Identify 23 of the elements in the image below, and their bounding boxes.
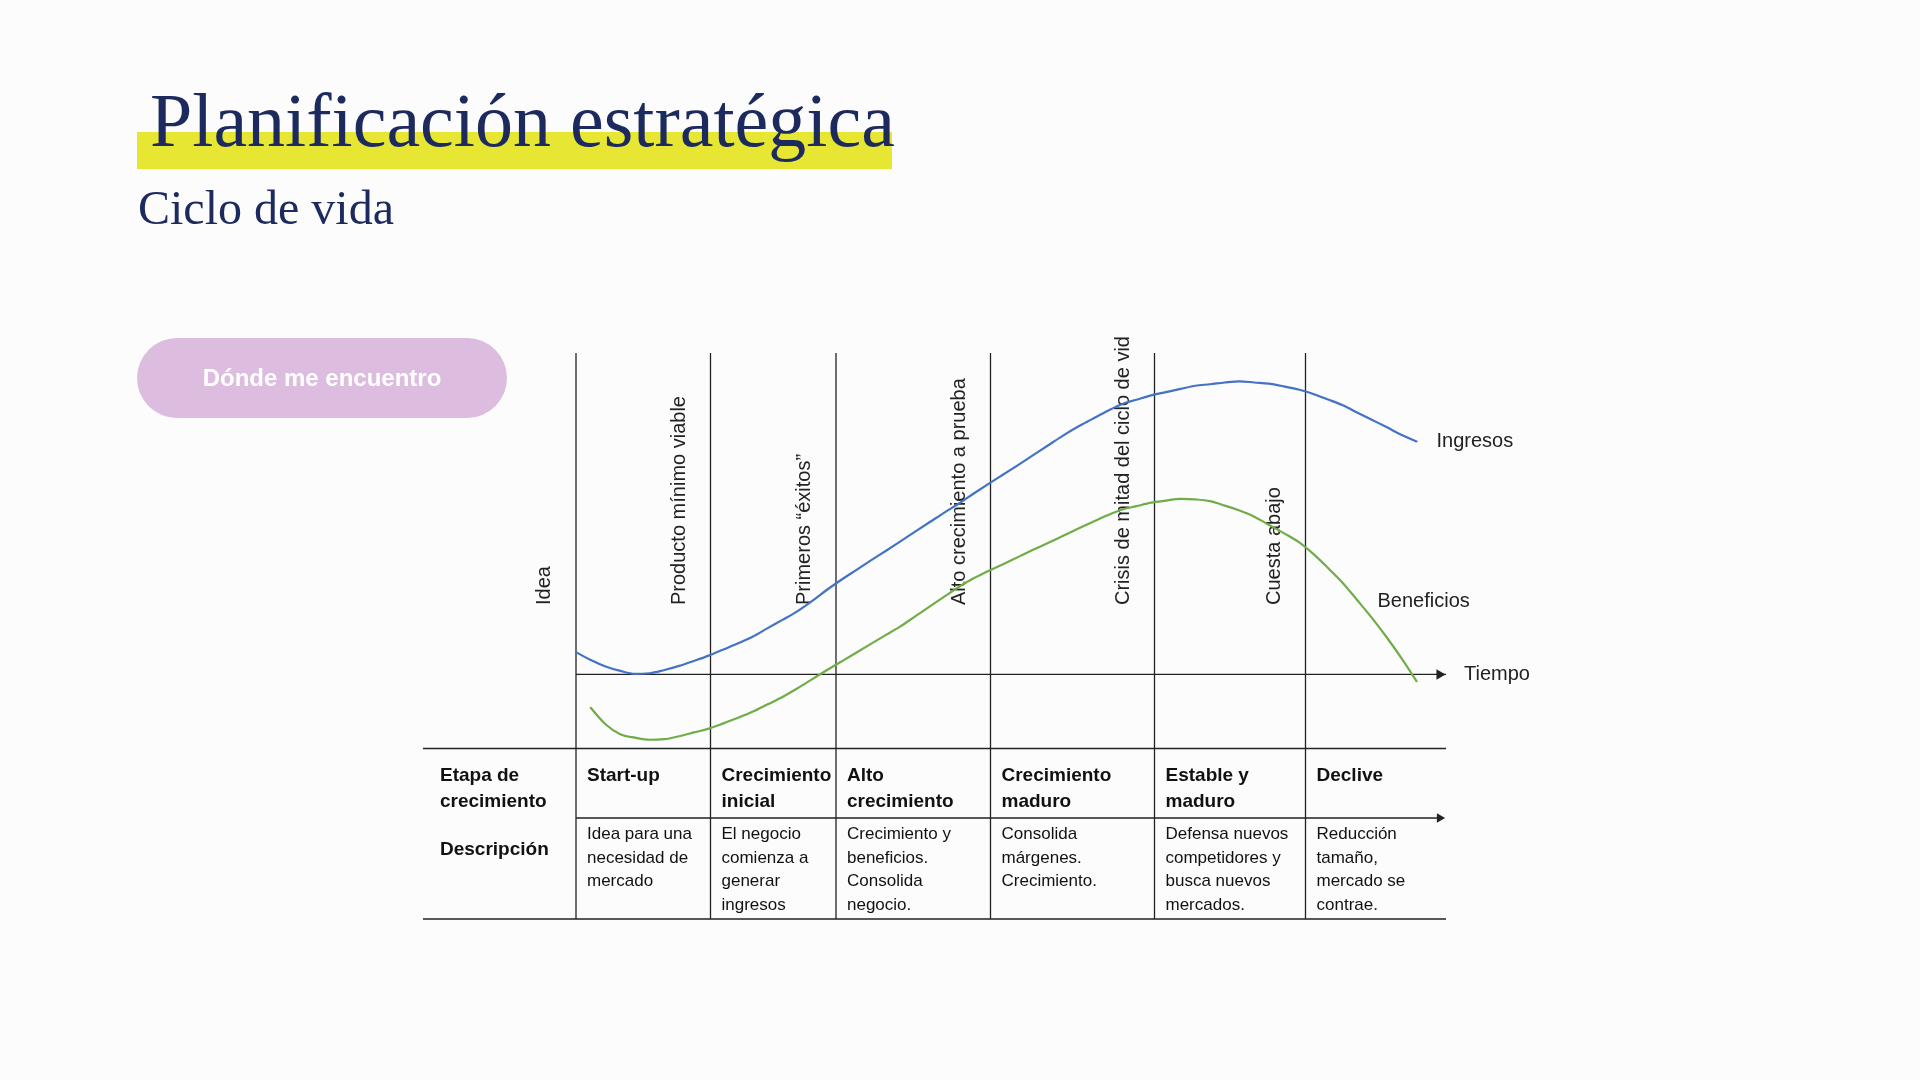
text: Idea para una necesidad de mercado [587,824,693,890]
series-label: Beneficios [1377,588,1470,611]
text: Crecimiento y beneficios. Consolida negocio. [847,824,952,914]
text: Alto crecimiento [847,764,954,811]
annotation: Primeros “éxitos” [792,453,814,605]
x-axis-title: Tiempo [1464,662,1530,685]
annotation: Cuesta abajo [1261,487,1284,605]
annotation: Producto mínimo viable [666,396,689,605]
text: Start-up [587,764,660,785]
text: Etapa de crecimiento [440,764,547,811]
text: Consolida márgenes. Crecimiento. [1001,824,1097,890]
button: Dónde me encuentro [137,338,507,418]
chart-subtitle: Ciclo de vida [138,181,394,234]
text: El negocio comienza a generar ingresos [721,824,809,914]
text: Estable y maduro [1165,764,1250,811]
text: Declive [1316,764,1384,785]
text: Descripción [440,838,549,859]
text: Crecimiento inicial [721,764,832,811]
text: Reducción tamaño, mercado se contrae. [1316,824,1406,914]
text: Defensa nuevos competidores y busca nuevos mercados. [1165,824,1289,914]
text: Idea [532,565,554,605]
series-label: Ingresos [1436,429,1514,452]
text: Crecimiento maduro [1001,764,1112,811]
